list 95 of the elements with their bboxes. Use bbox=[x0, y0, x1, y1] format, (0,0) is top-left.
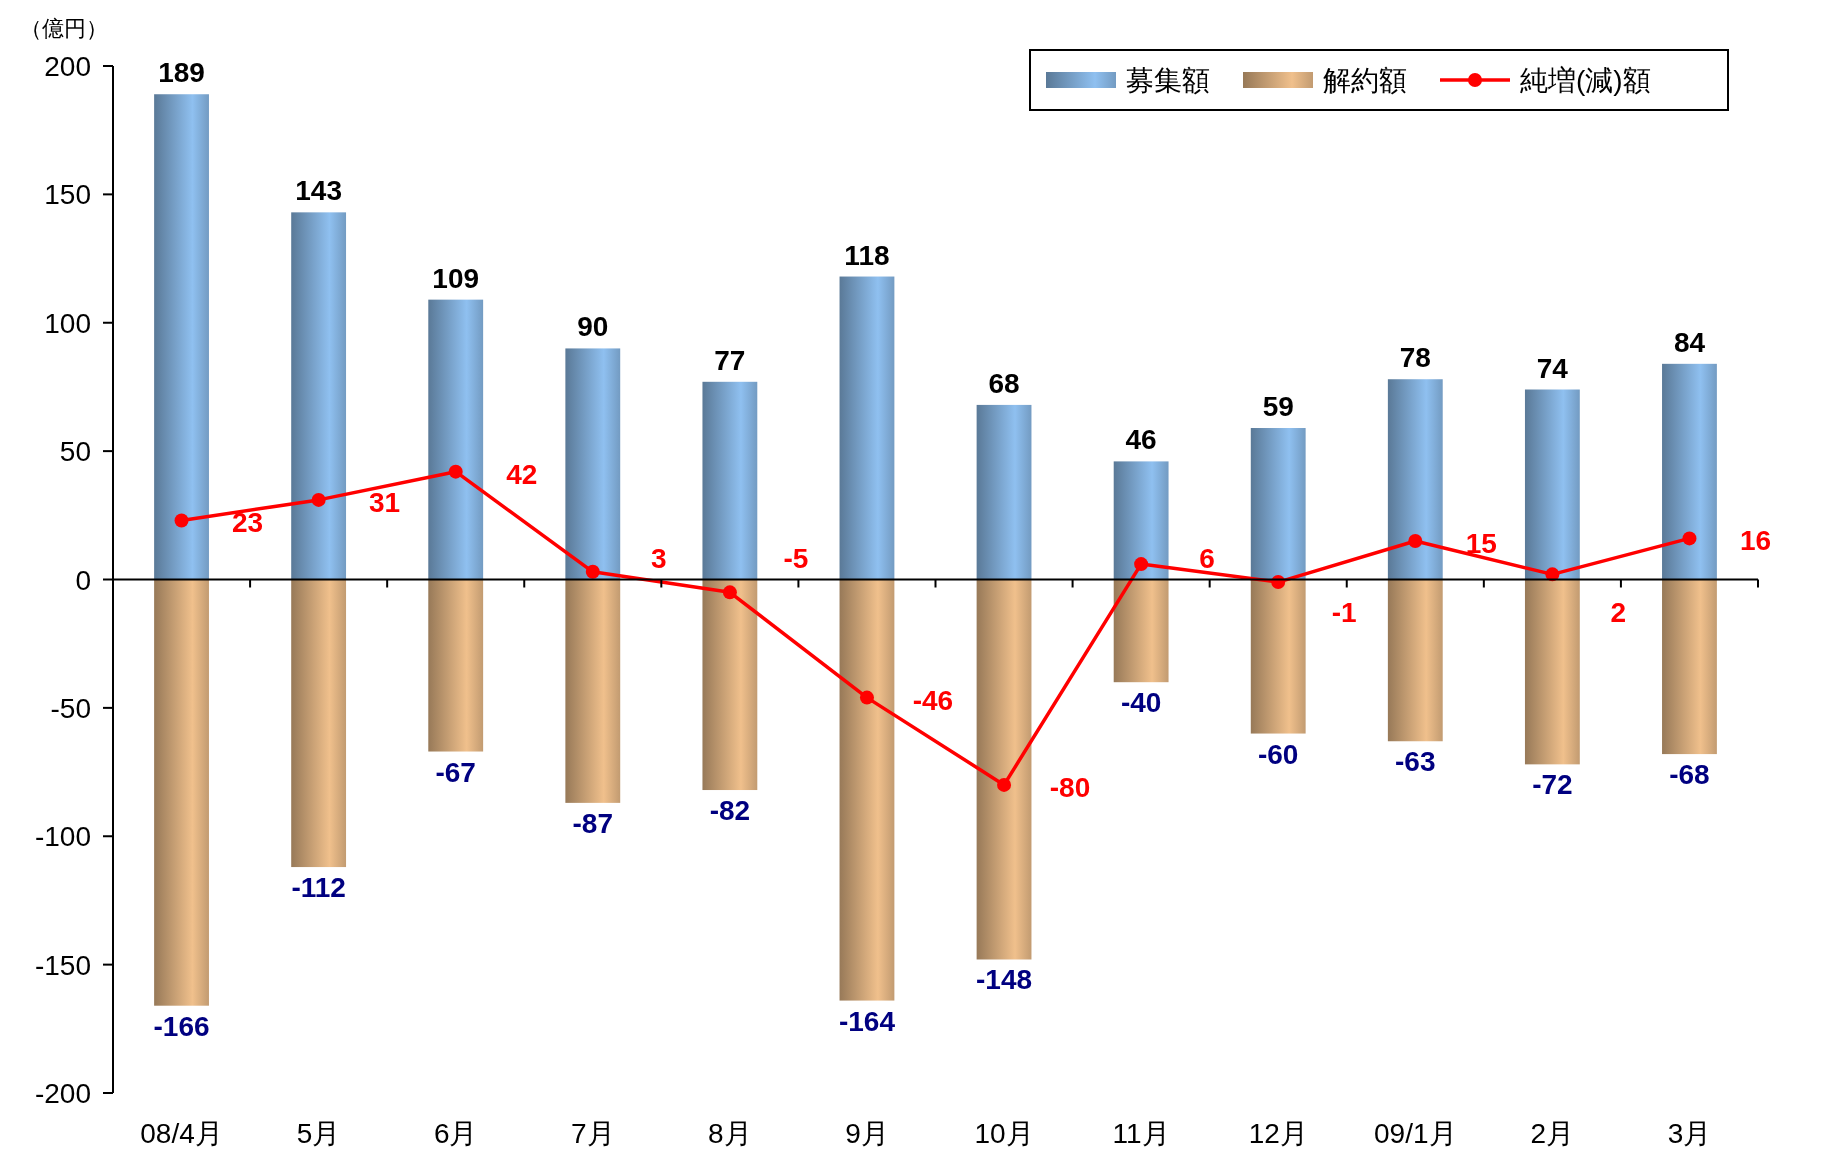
data-label: -5 bbox=[783, 542, 809, 574]
data-label: 15 bbox=[1465, 527, 1497, 559]
data-label: 31 bbox=[369, 486, 401, 518]
bar bbox=[428, 299, 484, 580]
data-label: -80 bbox=[1049, 771, 1091, 803]
bar bbox=[154, 579, 209, 1006]
data-label: 68 bbox=[988, 367, 1020, 399]
bar bbox=[1250, 579, 1306, 734]
point bbox=[311, 492, 326, 507]
bar bbox=[1524, 389, 1580, 580]
y-tick-label: -100 bbox=[34, 821, 91, 853]
point bbox=[1408, 533, 1423, 548]
data-label: -112 bbox=[291, 872, 346, 904]
data-label: 46 bbox=[1125, 424, 1157, 456]
bar bbox=[1250, 428, 1306, 580]
data-label: -60 bbox=[1257, 738, 1299, 770]
data-label: 118 bbox=[844, 239, 890, 271]
x-tick-label: 12月 bbox=[1248, 1118, 1308, 1149]
y-axis-title: （億円） bbox=[20, 16, 108, 41]
x-tick-label: 9月 bbox=[845, 1118, 889, 1149]
legend-label: 純増(減)額 bbox=[1520, 65, 1651, 96]
bar bbox=[1662, 579, 1717, 755]
bar bbox=[565, 348, 621, 580]
data-label: 109 bbox=[432, 262, 480, 294]
data-label: -166 bbox=[153, 1010, 210, 1042]
data-label: -63 bbox=[1395, 746, 1436, 778]
legend-label: 解約額 bbox=[1323, 65, 1407, 96]
data-label: 23 bbox=[231, 507, 264, 539]
x-tick-label: 10月 bbox=[974, 1118, 1034, 1149]
bar bbox=[1113, 461, 1169, 580]
data-label: -164 bbox=[838, 1005, 896, 1037]
data-label: -82 bbox=[709, 795, 751, 827]
y-tick-label: -50 bbox=[50, 692, 91, 724]
x-tick-label: 08/4月 bbox=[140, 1118, 223, 1149]
x-tick-label: 5月 bbox=[296, 1118, 341, 1149]
point bbox=[448, 464, 463, 479]
bar bbox=[565, 579, 621, 803]
point bbox=[1134, 557, 1149, 572]
y-tick-label: -150 bbox=[34, 949, 91, 981]
bar bbox=[1387, 379, 1443, 580]
x-tick-label: 11月 bbox=[1112, 1118, 1170, 1149]
y-tick-label: 100 bbox=[44, 307, 91, 339]
x-tick-label: 2月 bbox=[1530, 1118, 1575, 1149]
bar bbox=[1387, 579, 1443, 742]
data-label: -67 bbox=[435, 756, 476, 788]
bar bbox=[839, 276, 895, 580]
data-label: 78 bbox=[1399, 342, 1431, 374]
data-label: -40 bbox=[1120, 687, 1162, 719]
data-label: 6 bbox=[1199, 542, 1215, 574]
legend-label: 募集額 bbox=[1126, 65, 1210, 96]
point bbox=[997, 777, 1012, 792]
point bbox=[1682, 531, 1697, 546]
data-label: 16 bbox=[1739, 525, 1772, 557]
bar bbox=[976, 404, 1032, 580]
y-tick-label: 200 bbox=[44, 51, 91, 82]
data-label: 2 bbox=[1610, 596, 1627, 628]
bar bbox=[1662, 363, 1717, 580]
data-label: -1 bbox=[1331, 596, 1357, 628]
data-label: -68 bbox=[1669, 759, 1710, 791]
x-tick-label: 8月 bbox=[708, 1118, 752, 1149]
point bbox=[174, 513, 189, 528]
bar bbox=[291, 579, 347, 868]
data-label: -46 bbox=[912, 684, 954, 716]
data-label: 3 bbox=[651, 542, 667, 574]
data-label: -87 bbox=[572, 807, 614, 839]
data-label: 189 bbox=[158, 57, 205, 89]
y-tick-label: 50 bbox=[59, 436, 91, 468]
data-label: 74 bbox=[1536, 352, 1569, 384]
bar bbox=[702, 579, 758, 791]
data-label: -72 bbox=[1532, 769, 1573, 801]
bar bbox=[428, 579, 484, 752]
y-tick-label: 0 bbox=[75, 564, 91, 596]
data-label: 42 bbox=[506, 458, 538, 490]
bar bbox=[154, 94, 209, 580]
data-label: -148 bbox=[976, 964, 1033, 996]
y-tick-label: -200 bbox=[34, 1078, 91, 1109]
point bbox=[722, 585, 737, 600]
data-label: 59 bbox=[1262, 391, 1294, 423]
x-tick-label: 09/1月 bbox=[1374, 1118, 1457, 1149]
x-tick-label: 7月 bbox=[571, 1118, 615, 1149]
data-label: 84 bbox=[1673, 326, 1706, 358]
bar bbox=[1524, 579, 1580, 765]
point bbox=[859, 690, 874, 705]
bar bbox=[976, 579, 1032, 960]
x-tick-label: 6月 bbox=[433, 1118, 478, 1149]
y-tick-label: 150 bbox=[44, 179, 91, 211]
bar bbox=[1113, 579, 1169, 683]
x-tick-label: 3月 bbox=[1667, 1118, 1712, 1149]
bar bbox=[291, 212, 347, 580]
data-label: 77 bbox=[714, 344, 746, 376]
bar bbox=[839, 579, 895, 1001]
data-label: 90 bbox=[577, 311, 609, 343]
bar bbox=[702, 381, 758, 580]
data-label: 143 bbox=[295, 175, 342, 207]
point bbox=[585, 564, 600, 579]
